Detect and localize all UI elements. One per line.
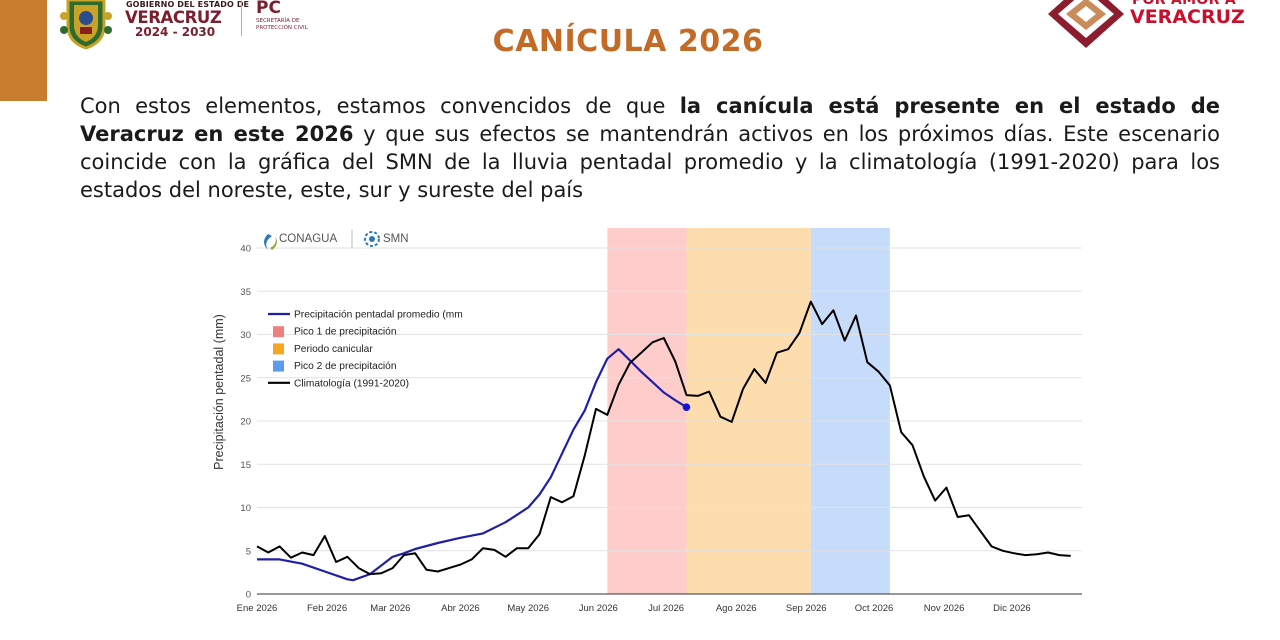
veracruz-coat-of-arms-icon <box>60 0 112 50</box>
smn-logo-icon <box>364 231 380 247</box>
bands-layer <box>607 228 890 594</box>
x-tick-label: Jun 2026 <box>579 603 618 614</box>
series-climatology-line <box>256 300 1071 576</box>
para-part-1: Con estos elementos, estamos convencidos… <box>80 94 680 118</box>
campaign-logo: POR AMOR A VERACRUZ <box>1040 0 1280 55</box>
legend-swatch-box <box>273 326 284 338</box>
legend-swatch-box <box>273 360 284 372</box>
y-axis-label: Precipitación pentadal (mm) <box>212 314 226 470</box>
x-tick-label: Oct 2026 <box>855 603 894 614</box>
gov-years: 2024 - 2030 <box>135 25 216 39</box>
y-tick-label: 15 <box>240 460 251 471</box>
y-tick-label: 35 <box>240 287 251 298</box>
y-tick-label: 20 <box>240 417 251 428</box>
x-tick-label: Ago 2026 <box>716 603 757 614</box>
chart-logos: CONAGUA SMN <box>264 230 409 250</box>
y-tick-label: 25 <box>240 373 251 384</box>
x-tick-label: Ene 2026 <box>237 603 278 614</box>
x-tick-label: Nov 2026 <box>924 603 965 614</box>
para-part-2: y que sus efectos se mantendrán activos … <box>80 122 1220 202</box>
grid-layer <box>257 247 1082 595</box>
campaign-top-text: POR AMOR A <box>1132 0 1236 8</box>
legend-label: Precipitación pentadal promedio (mm <box>294 310 463 321</box>
accent-bar <box>0 0 47 101</box>
conagua-logo-icon <box>264 234 277 250</box>
campaign-bottom-text: VERACRUZ <box>1130 6 1245 28</box>
series-layer <box>256 300 1071 582</box>
x-tick-label: Feb 2026 <box>307 603 347 614</box>
x-tick-label: Dic 2026 <box>993 603 1031 614</box>
x-tick-label: Abr 2026 <box>441 603 480 614</box>
gov-small-text: GOBIERNO DEL ESTADO DE <box>126 0 250 9</box>
x-tick-label: Sep 2026 <box>786 603 827 614</box>
precipitation-chart: 0 5 10 15 20 25 30 35 40 Ene 2026 Feb 2026 Mar 202… <box>212 228 1082 614</box>
x-tick-label: Mar 2026 <box>370 603 410 614</box>
x-axis: Ene 2026 Feb 2026 Mar 2026 Abr 2026 May 2026… <box>237 603 1031 614</box>
y-tick-label: 10 <box>240 503 251 514</box>
series-avg-end-point <box>682 403 691 411</box>
legend-label: Pico 1 de precipitación <box>294 327 397 338</box>
legend-label: Climatología (1991-2020) <box>294 378 409 389</box>
gov-state-name: VERACRUZ <box>125 8 222 27</box>
pc-subtitle: SECRETARÍA DE PROTECCIÓN CIVIL <box>256 18 308 31</box>
pc-acronym: PC <box>256 0 281 18</box>
band-2 <box>686 228 811 594</box>
legend-label: Pico 2 de precipitación <box>294 361 397 372</box>
para-bold: la canícula está presente en el estado d… <box>80 94 1220 146</box>
y-axis: 0 5 10 15 20 25 30 35 40 <box>240 244 251 601</box>
logo-divider <box>241 2 242 36</box>
x-tick-label: May 2026 <box>507 603 549 614</box>
series-avg-line <box>257 348 688 582</box>
intro-paragraph: Con estos elementos, estamos convencidos… <box>80 92 1220 204</box>
y-tick-label: 5 <box>246 546 251 557</box>
legend-swatch-box <box>273 343 284 355</box>
x-tick-label: Jul 2026 <box>648 603 684 614</box>
band-1 <box>607 228 687 594</box>
smn-logo-text: SMN <box>383 233 409 245</box>
y-tick-label: 0 <box>246 590 251 601</box>
page-title: CANÍCULA 2026 <box>492 24 764 59</box>
campaign-diamond-icon <box>1048 0 1124 48</box>
band-3 <box>810 228 890 594</box>
conagua-logo-text: CONAGUA <box>279 233 337 245</box>
gov-veracruz-logo: GOBIERNO DEL ESTADO DE VERACRUZ 2024 - 2… <box>56 0 326 50</box>
legend: Precipitación pentadal promedio (mm Pico … <box>268 310 463 389</box>
y-tick-label: 30 <box>240 330 251 341</box>
legend-label: Periodo canicular <box>294 344 373 355</box>
y-tick-label: 40 <box>240 244 251 255</box>
